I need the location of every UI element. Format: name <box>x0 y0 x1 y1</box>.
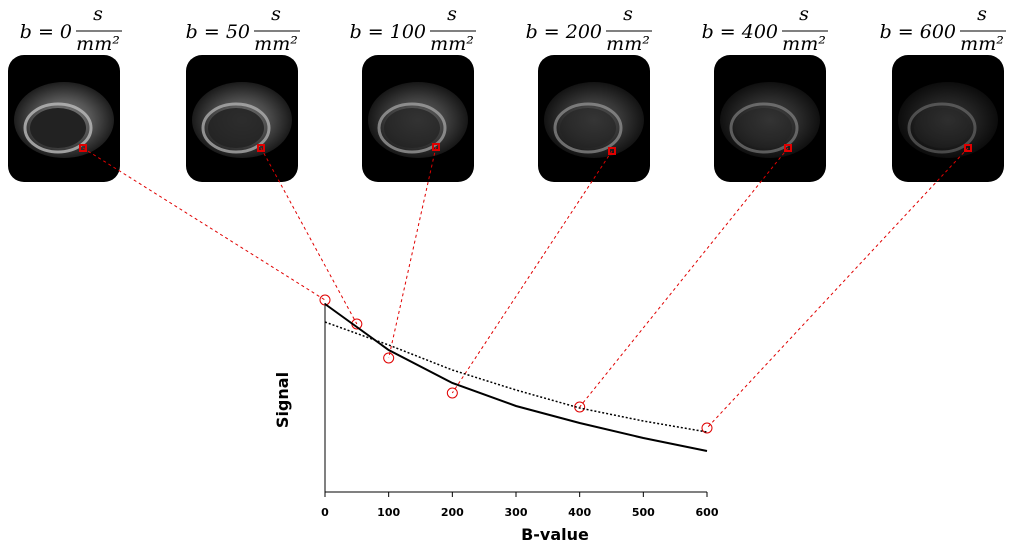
mri-image <box>186 55 298 182</box>
unit-numerator: s <box>447 3 457 25</box>
roi-marker <box>432 143 440 151</box>
fit-curve <box>324 303 708 452</box>
x-tick-label: 0 <box>321 506 329 519</box>
data-point <box>446 387 458 399</box>
unit-numerator: s <box>93 3 103 25</box>
b-value-label: b = 400 <box>702 21 778 43</box>
y-axis-label: Signal <box>273 372 292 428</box>
image-organ <box>384 108 440 148</box>
b-value-label: b = 600 <box>880 21 956 43</box>
b-value-label: b = 50 <box>186 21 250 43</box>
connector <box>706 147 969 429</box>
roi-marker <box>784 144 792 152</box>
mri-image <box>362 55 474 182</box>
unit-numerator: s <box>977 3 987 25</box>
data-point <box>383 352 395 364</box>
connector <box>388 146 437 359</box>
image-organ <box>560 108 616 148</box>
mri-image <box>714 55 826 182</box>
mri-image <box>892 55 1004 182</box>
fit-curve <box>324 321 708 433</box>
image-ring <box>201 102 271 154</box>
mri-image <box>8 55 120 182</box>
x-tick-label: 300 <box>505 506 528 519</box>
image-ring <box>23 102 93 154</box>
image-organ <box>30 108 86 148</box>
unit-denominator: mm² <box>76 33 120 55</box>
x-tick-label: 600 <box>696 506 719 519</box>
x-tick-label: 500 <box>632 506 655 519</box>
b-value-label: b = 100 <box>350 21 426 43</box>
connector <box>579 147 789 408</box>
data-point <box>701 422 713 434</box>
x-tick-label: 100 <box>377 506 400 519</box>
unit-numerator: s <box>623 3 633 25</box>
image-organ <box>736 108 792 148</box>
data-point <box>574 401 586 413</box>
roi-marker <box>608 147 616 155</box>
connector <box>451 150 613 394</box>
x-tick-label: 200 <box>441 506 464 519</box>
unit-denominator: mm² <box>606 33 650 55</box>
image-body <box>898 82 998 158</box>
unit-denominator: mm² <box>960 33 1004 55</box>
roi-marker <box>79 144 87 152</box>
b-value-label: b = 0 <box>20 21 72 43</box>
b-value-label: b = 200 <box>526 21 602 43</box>
unit-numerator: s <box>799 3 809 25</box>
unit-numerator: s <box>271 3 281 25</box>
unit-denominator: mm² <box>430 33 474 55</box>
roi-marker <box>257 144 265 152</box>
image-ring <box>907 102 977 154</box>
image-organ <box>914 108 970 148</box>
mri-image <box>538 55 650 182</box>
image-ring <box>729 102 799 154</box>
connector <box>260 147 358 325</box>
image-ring <box>377 102 447 154</box>
unit-denominator: mm² <box>254 33 298 55</box>
unit-denominator: mm² <box>782 33 826 55</box>
x-axis-label: B-value <box>521 525 589 544</box>
roi-marker <box>964 144 972 152</box>
image-ring <box>553 102 623 154</box>
image-organ <box>208 108 264 148</box>
x-tick-label: 400 <box>568 506 591 519</box>
